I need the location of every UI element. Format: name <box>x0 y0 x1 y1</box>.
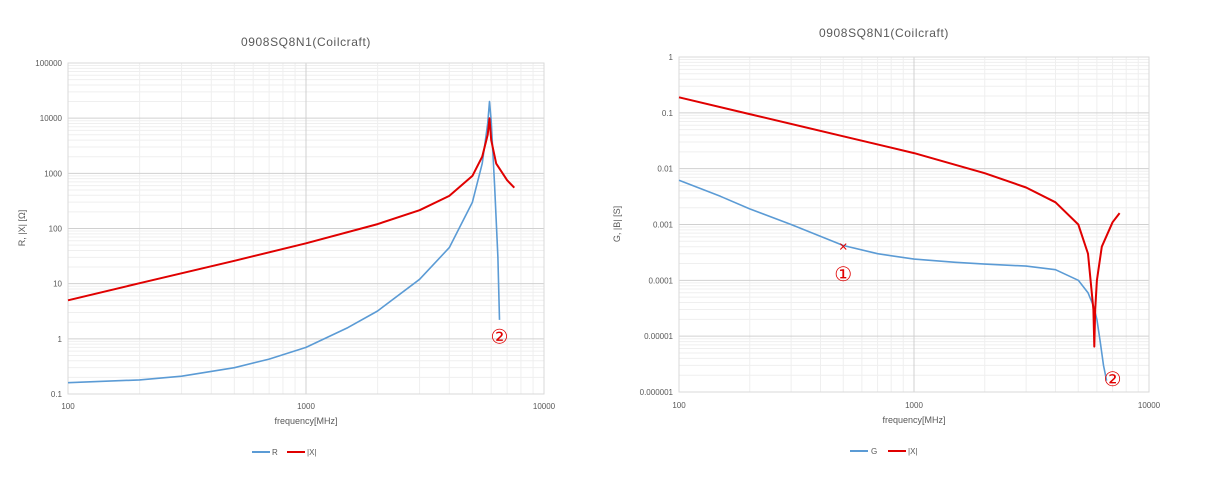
y-tick-label: 10 <box>53 280 62 289</box>
x-tick-label: 10000 <box>533 402 556 411</box>
annotation-label: ② <box>491 327 509 349</box>
chart-2-y-ticks: 0.000001 0.00001 0.0001 0.001 0.01 0.1 1 <box>640 53 674 397</box>
x-tick-label: 1000 <box>297 402 315 411</box>
chart-2-x-label: frequency[MHz] <box>882 415 945 425</box>
marker-x: × <box>839 239 848 256</box>
chart-2-plot-area <box>678 56 1150 393</box>
legend-label-g: G <box>871 447 877 456</box>
x-tick-label: 100 <box>672 401 686 410</box>
chart-1-title: 0908SQ8N1(Coilcraft) <box>241 35 371 49</box>
legend-label-r: R <box>272 448 278 457</box>
x-tick-label: 100 <box>61 402 75 411</box>
chart-1-series <box>67 100 516 384</box>
x-tick-label: 10000 <box>1138 401 1161 410</box>
y-tick-label: 0.00001 <box>644 332 673 341</box>
chart-2-legend: G |X| <box>850 447 918 456</box>
y-tick-label: 10000 <box>40 114 63 123</box>
chart-2-annotations: ① ② × <box>834 239 1121 391</box>
y-tick-label: 0.1 <box>662 109 674 118</box>
y-tick-label: 0.001 <box>653 221 674 230</box>
series-line-g <box>678 179 1108 381</box>
y-tick-label: 0.01 <box>657 165 673 174</box>
chart-1-annotations: ② <box>491 327 509 349</box>
chart-2-y-label: G, |B| [S] <box>612 206 622 242</box>
y-tick-label: 100 <box>49 225 63 234</box>
chart-2-title: 0908SQ8N1(Coilcraft) <box>819 26 949 40</box>
annotation-label: ① <box>834 264 852 286</box>
y-tick-label: 0.000001 <box>640 388 674 397</box>
series-line-x <box>678 96 1121 348</box>
y-tick-label: 1 <box>58 335 63 344</box>
chart-1-plot-area <box>67 62 545 395</box>
y-tick-label: 0.1 <box>51 390 63 399</box>
y-tick-label: 0.0001 <box>649 276 674 285</box>
chart-2-series <box>678 96 1121 381</box>
chart-1-x-ticks: 100 1000 10000 <box>61 402 555 411</box>
annotation-label: ② <box>1104 369 1122 391</box>
chart-1-y-ticks: 0.1 1 10 100 1000 10000 100000 <box>35 59 62 399</box>
chart-1-legend: R |X| <box>252 448 317 457</box>
x-tick-label: 1000 <box>905 401 923 410</box>
series-line-r <box>67 100 501 384</box>
legend-label-x2: |X| <box>908 447 918 456</box>
y-tick-label: 1 <box>669 53 674 62</box>
legend-label-x: |X| <box>307 448 317 457</box>
chart-1-grid <box>67 62 545 395</box>
chart-1: 0908SQ8N1(Coilcraft) 0.11101001000100001… <box>17 35 556 457</box>
chart-2-x-ticks: 100 1000 10000 <box>672 401 1160 410</box>
y-tick-label: 100000 <box>35 59 62 68</box>
y-tick-label: 1000 <box>44 169 62 178</box>
chart-2: 0908SQ8N1(Coilcraft) 0.0000010.000010.00… <box>612 26 1161 456</box>
chart-1-y-label: R, |X| [Ω] <box>17 210 27 246</box>
series-line-x <box>67 117 516 302</box>
chart-1-x-label: frequency[MHz] <box>274 416 337 426</box>
